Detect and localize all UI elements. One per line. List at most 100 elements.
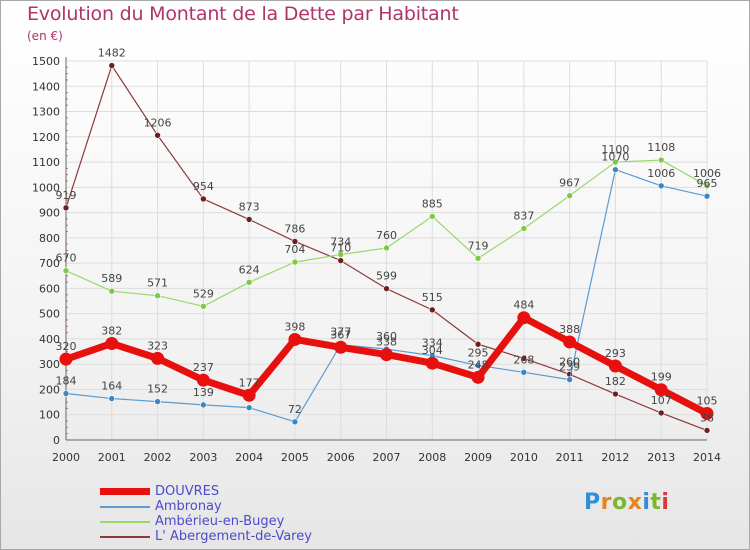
- data-point-amb-rieu-en-bugey: [657, 156, 665, 164]
- data-label-douvres: 382: [101, 324, 122, 337]
- data-point-amb-rieu-en-bugey: [474, 255, 482, 262]
- data-label-ambronay: 360: [376, 330, 397, 343]
- data-point-amb-rieu-en-bugey: [291, 258, 299, 266]
- data-label-amb-rieu-en-bugey: 837: [513, 210, 534, 223]
- y-tick-label: 1000: [32, 181, 60, 194]
- data-point-douvres: [700, 406, 714, 420]
- data-point-l-abergement-de-varey: [154, 131, 161, 139]
- y-tick-label: 1400: [32, 80, 60, 93]
- data-point-l-abergement-de-varey: [657, 409, 665, 417]
- data-point-douvres: [288, 332, 302, 346]
- data-label-amb-rieu-en-bugey: 704: [284, 243, 305, 256]
- logo-letter: P: [584, 490, 601, 515]
- data-point-l-abergement-de-varey: [383, 285, 390, 292]
- data-point-douvres: [334, 340, 348, 354]
- data-label-l-abergement-de-varey: 873: [239, 200, 260, 213]
- data-label-l-abergement-de-varey: 1206: [144, 116, 172, 129]
- data-point-ambronay: [291, 418, 299, 426]
- x-tick-label: 2001: [98, 451, 126, 464]
- y-tick-label: 900: [39, 207, 60, 220]
- data-point-amb-rieu-en-bugey: [245, 279, 253, 286]
- data-point-amb-rieu-en-bugey: [566, 192, 573, 199]
- data-label-ambronay: 268: [513, 353, 534, 366]
- data-label-ambronay: 295: [468, 346, 489, 359]
- data-point-l-abergement-de-varey: [200, 195, 207, 203]
- data-point-amb-rieu-en-bugey: [703, 182, 711, 190]
- logo-letter: o: [611, 490, 628, 515]
- x-tick-label: 2005: [281, 451, 309, 464]
- logo-letter: r: [600, 490, 612, 515]
- data-label-l-abergement-de-varey: 954: [193, 180, 214, 193]
- data-point-douvres: [242, 388, 256, 402]
- x-tick-label: 2009: [464, 451, 492, 464]
- logo-letter: x: [627, 490, 643, 515]
- data-label-l-abergement-de-varey: 260: [559, 355, 580, 368]
- y-tick-label: 700: [39, 257, 60, 270]
- data-label-ambronay: 239: [559, 361, 580, 374]
- data-label-amb-rieu-en-bugey: 1108: [647, 141, 675, 154]
- data-label-douvres: 323: [147, 339, 168, 352]
- x-tick-label: 2012: [601, 451, 629, 464]
- data-label-douvres: 199: [651, 371, 672, 384]
- data-point-douvres: [654, 383, 668, 397]
- data-label-ambronay: 377: [330, 326, 351, 339]
- data-point-ambronay: [612, 166, 619, 173]
- data-point-ambronay: [154, 398, 161, 405]
- data-label-amb-rieu-en-bugey: 624: [239, 263, 260, 276]
- y-tick-label: 800: [39, 232, 60, 245]
- data-label-ambronay: 184: [56, 375, 77, 388]
- data-label-l-abergement-de-varey: 786: [284, 222, 305, 235]
- legend-swatch-douvres: [100, 488, 150, 495]
- data-label-l-abergement-de-varey: 599: [376, 270, 397, 283]
- y-tick-label: 1300: [32, 106, 60, 119]
- data-label-amb-rieu-en-bugey: 589: [101, 272, 122, 285]
- legend-label: Ambronay: [155, 499, 222, 514]
- data-label-ambronay: 72: [288, 403, 302, 416]
- data-point-amb-rieu-en-bugey: [428, 213, 436, 220]
- y-tick-label: 300: [39, 358, 60, 371]
- legend-label: L' Abergement-de-Varey: [155, 529, 312, 544]
- y-tick-label: 600: [39, 282, 60, 295]
- data-label-douvres: 338: [376, 336, 397, 349]
- data-label-amb-rieu-en-bugey: 967: [559, 177, 580, 190]
- y-tick-label: 500: [39, 308, 60, 321]
- data-point-douvres: [380, 348, 393, 362]
- data-point-ambronay: [62, 390, 70, 397]
- data-point-ambronay: [108, 395, 116, 402]
- logo-letter: i: [661, 490, 670, 515]
- data-label-amb-rieu-en-bugey: 1100: [601, 143, 629, 156]
- data-label-ambronay: 152: [147, 383, 168, 396]
- data-label-ambronay: 334: [422, 337, 443, 350]
- data-point-ambronay: [566, 376, 573, 383]
- y-tick-label: 200: [39, 383, 60, 396]
- data-point-l-abergement-de-varey: [474, 340, 482, 348]
- data-label-l-abergement-de-varey: 710: [330, 242, 351, 255]
- data-point-amb-rieu-en-bugey: [108, 287, 116, 295]
- chart-title: Evolution du Montant de la Dette par Hab…: [27, 3, 459, 25]
- data-point-l-abergement-de-varey: [520, 355, 528, 362]
- data-point-amb-rieu-en-bugey: [337, 251, 345, 258]
- data-label-l-abergement-de-varey: 107: [651, 394, 672, 407]
- logo-letter: i: [642, 490, 651, 515]
- x-tick-label: 2002: [144, 451, 172, 464]
- data-point-douvres: [563, 335, 577, 349]
- data-point-douvres: [517, 311, 531, 325]
- unit-label: (en €): [27, 29, 63, 43]
- data-point-amb-rieu-en-bugey: [612, 158, 619, 166]
- data-point-amb-rieu-en-bugey: [200, 303, 207, 310]
- data-label-douvres: 304: [422, 344, 443, 357]
- x-tick-label: 2004: [235, 451, 263, 464]
- data-point-ambronay: [474, 362, 482, 369]
- y-tick-label: 100: [39, 409, 60, 422]
- data-point-amb-rieu-en-bugey: [154, 292, 161, 300]
- legend-swatch-ambronay: [100, 506, 150, 508]
- y-tick-label: 0: [53, 434, 60, 447]
- data-point-l-abergement-de-varey: [62, 204, 70, 212]
- data-label-amb-rieu-en-bugey: 760: [376, 229, 397, 242]
- data-label-l-abergement-de-varey: 919: [56, 189, 77, 202]
- x-tick-label: 2010: [510, 451, 538, 464]
- data-point-ambronay: [657, 182, 665, 190]
- y-tick-label: 1100: [32, 156, 60, 169]
